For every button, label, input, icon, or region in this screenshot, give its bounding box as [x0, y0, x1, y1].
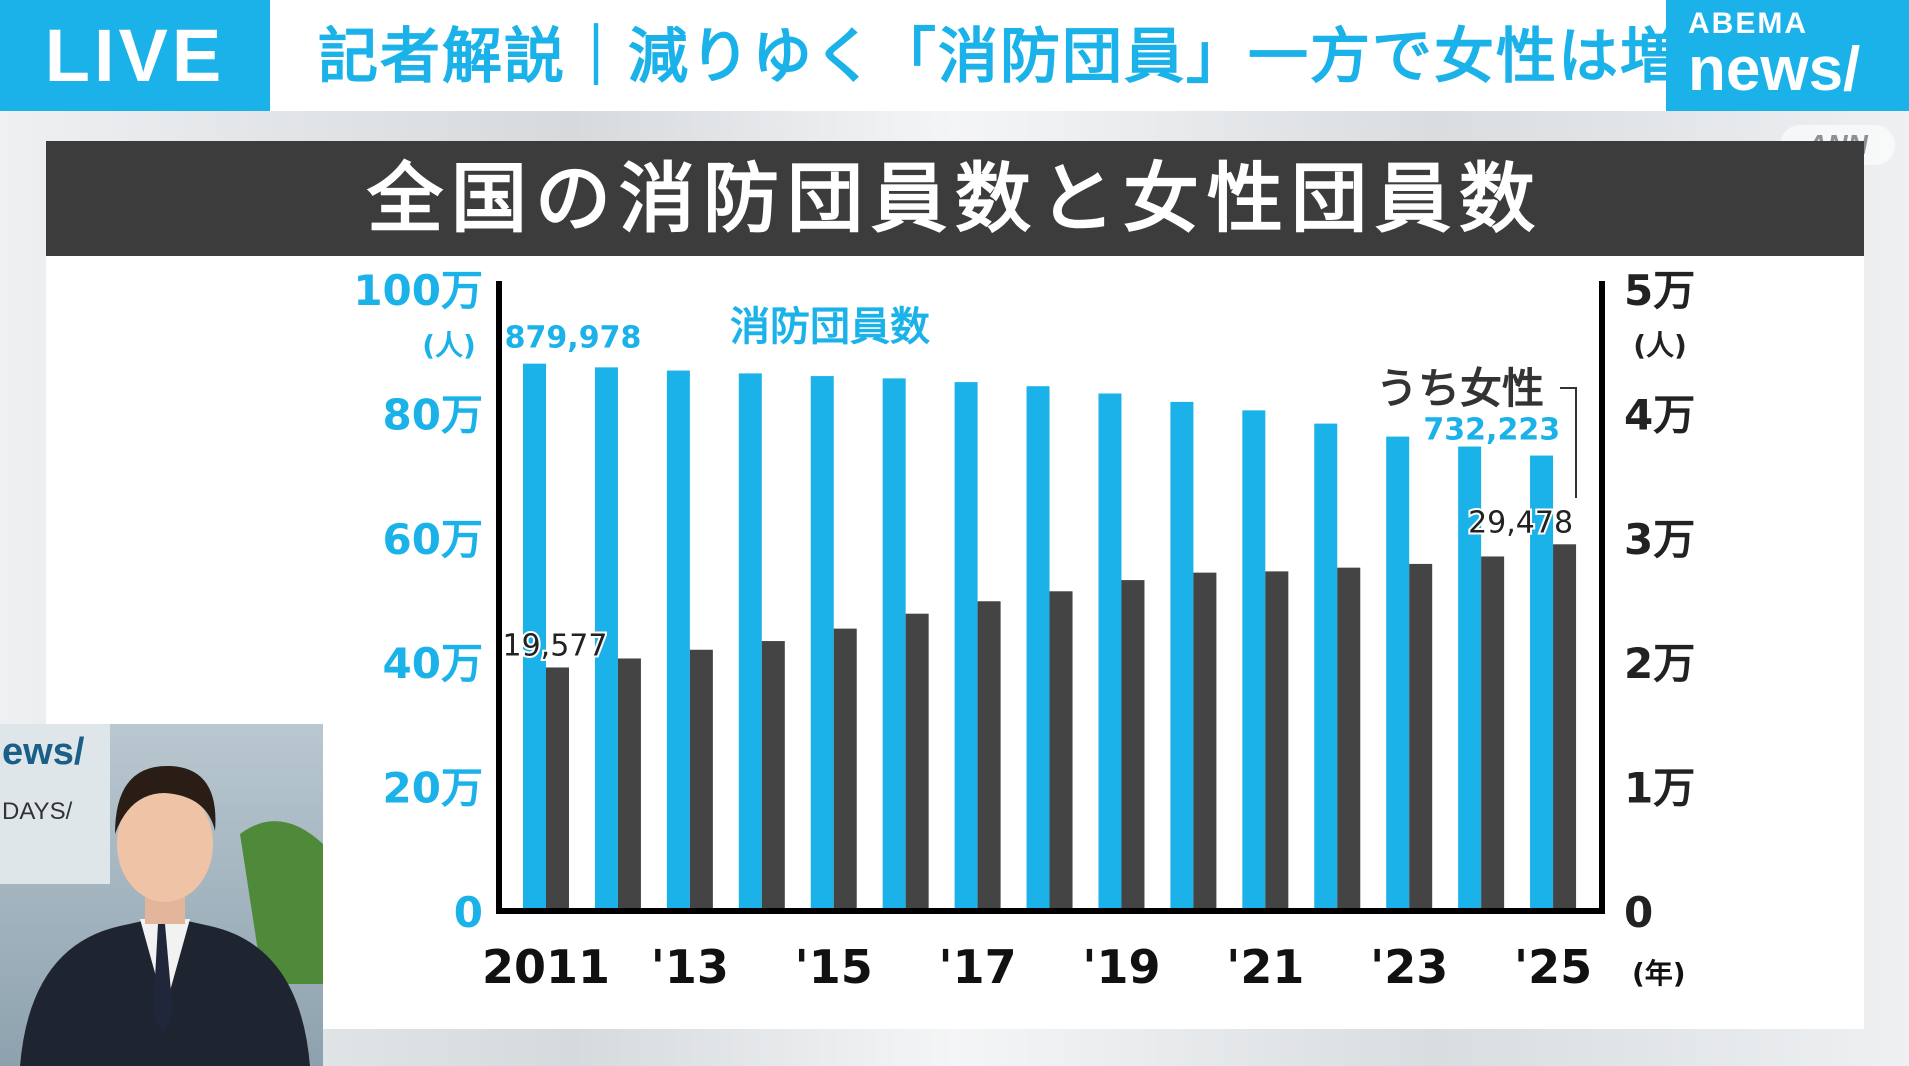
bar-women-2021: [1265, 571, 1289, 911]
right-tick-label: 4万: [1624, 390, 1695, 439]
x-tick-label: 2011: [482, 940, 610, 994]
svg-text:DAYS/: DAYS/: [2, 798, 73, 825]
left-tick-label: 80万: [383, 390, 483, 439]
chart-panel: 0 20万 40万 60万 80万 100万 (人) 0 1万 2万 3万 4万 5万 (人) 2011 '1…: [46, 256, 1864, 1029]
right-axis-unit: (人): [1633, 329, 1687, 362]
bar-women-2024: [1481, 556, 1505, 911]
bar-total-2023: [1386, 436, 1410, 911]
bar-total-2011: [523, 363, 546, 911]
bar-women-2012: [617, 658, 641, 911]
bar-total-2013: [666, 370, 690, 911]
women-label-leader: [1560, 387, 1577, 498]
data-label-total-last: 732,223: [1423, 413, 1560, 448]
left-tick-label: 20万: [383, 764, 483, 813]
bar-women-2020: [1193, 572, 1217, 911]
bar-women-2023: [1409, 563, 1433, 911]
bar-women-2015: [833, 628, 857, 911]
bar-total-2014: [738, 373, 762, 911]
bar-women-2019: [1121, 580, 1145, 911]
data-label-total-first: 879,978: [505, 321, 642, 356]
bar-chart: 0 20万 40万 60万 80万 100万 (人) 0 1万 2万 3万 4万 5万 (人) 2011 '1…: [353, 266, 1695, 994]
left-tick-label: 40万: [383, 639, 483, 688]
chart-title: 全国の消防団員数と女性団員数: [46, 141, 1864, 256]
bar-total-2019: [1098, 393, 1122, 912]
left-tick-label: 100万: [353, 266, 483, 315]
right-tick-label: 0: [1624, 888, 1653, 937]
bar-total-2016: [882, 378, 906, 911]
right-tick-label: 5万: [1624, 266, 1695, 315]
x-tick-label: '23: [1370, 940, 1448, 994]
logo-top: ABEMA: [1688, 7, 1808, 40]
bar-total-2025: [1530, 455, 1554, 911]
bar-total-2024: [1458, 446, 1482, 911]
logo-bottom: news/: [1688, 35, 1861, 104]
left-axis-unit: (人): [422, 329, 476, 362]
bar-women-2013: [689, 649, 713, 911]
left-tick-label: 0: [454, 888, 483, 937]
bar-total-2017: [954, 382, 978, 911]
bar-total-2021: [1242, 410, 1266, 911]
x-axis-unit: (年): [1632, 957, 1686, 990]
svg-text:ews/: ews/: [2, 731, 85, 773]
series-label-total: 消防団員数: [730, 304, 930, 350]
abema-news-logo: ABEMA news/: [1666, 0, 1909, 111]
bar-total-2022: [1314, 423, 1338, 911]
x-tick-label: '21: [1226, 940, 1304, 994]
anchor-video-inset: ews/ DAYS/: [0, 724, 323, 1066]
bar-women-2018: [1049, 591, 1073, 911]
bar-women-2025: [1553, 544, 1577, 911]
left-tick-label: 60万: [383, 515, 483, 564]
bar-total-2018: [1026, 386, 1050, 911]
top-banner: LIVE 記者解説｜減りゆく「消防団員」一方で女性は増 ABEMA news/: [0, 0, 1909, 111]
x-tick-label: '19: [1082, 940, 1160, 994]
right-tick-label: 3万: [1624, 515, 1695, 564]
x-tick-label: '15: [795, 940, 873, 994]
x-tick-label: '17: [939, 940, 1017, 994]
series-label-women: うち女性: [1376, 364, 1544, 413]
bar-women-2011: [546, 667, 569, 911]
bar-women-2022: [1337, 567, 1361, 911]
bar-total-2015: [810, 376, 834, 911]
anchor-figure: ews/ DAYS/: [0, 724, 323, 1066]
bar-total-2012: [594, 367, 618, 911]
live-badge: LIVE: [0, 0, 270, 111]
bar-total-2020: [1170, 401, 1194, 911]
data-label-women-last: 29,478: [1468, 505, 1573, 540]
bar-women-2016: [905, 613, 929, 911]
x-tick-label: '13: [651, 940, 729, 994]
right-tick-label: 1万: [1624, 764, 1695, 813]
data-label-women-first: 19,577: [503, 628, 608, 663]
headline: 記者解説｜減りゆく「消防団員」一方で女性は増: [318, 22, 1682, 92]
bar-women-2017: [977, 601, 1001, 911]
bar-women-2014: [761, 641, 785, 911]
x-tick-label: '25: [1514, 940, 1592, 994]
right-tick-label: 2万: [1624, 639, 1695, 688]
